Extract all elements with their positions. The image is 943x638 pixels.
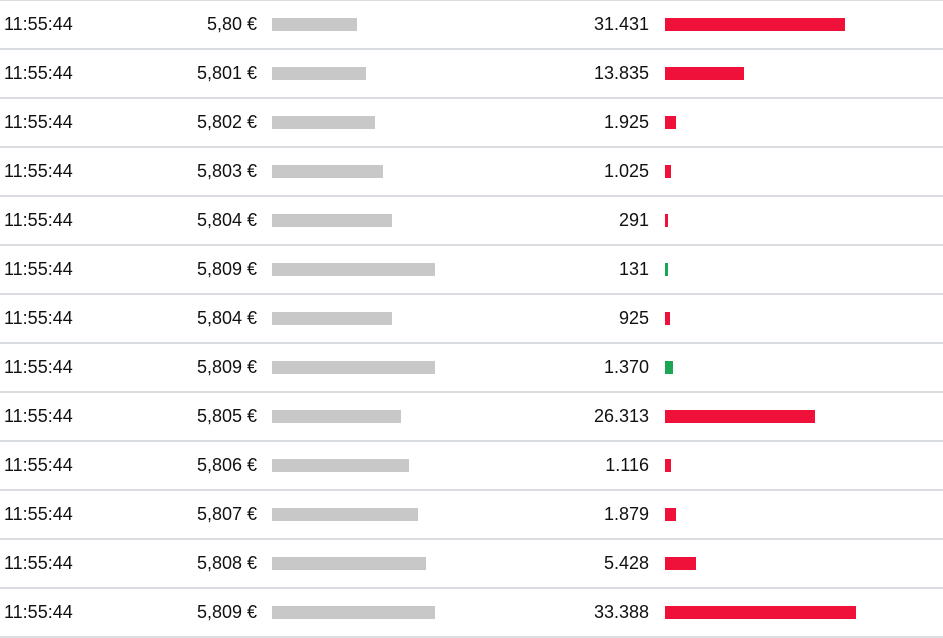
trade-price: 5,804 €: [196, 210, 257, 230]
volume-bar: [665, 410, 815, 423]
price-bar: [272, 557, 426, 570]
table-row: 11:55:44 5,804 € 925: [0, 295, 943, 344]
trade-time: 11:55:44: [4, 14, 73, 34]
volume-bar: [665, 67, 744, 80]
volume-bar: [665, 18, 845, 31]
table-row: 11:55:44 5,80 € 31.431: [0, 1, 943, 50]
table-row: 11:55:44 5,808 € 5.428: [0, 540, 943, 589]
trade-price: 5,803 €: [196, 161, 257, 181]
trade-volume: 1.925: [603, 112, 649, 132]
volume-bar: [665, 508, 676, 521]
trade-volume: 1.370: [603, 357, 649, 377]
trade-price: 5,804 €: [196, 308, 257, 328]
table-row: 11:55:44 5,807 € 1.879: [0, 491, 943, 540]
trade-time: 11:55:44: [4, 455, 73, 475]
trade-time: 11:55:44: [4, 161, 73, 181]
trade-time: 11:55:44: [4, 357, 73, 377]
price-bar: [272, 312, 392, 325]
trade-time: 11:55:44: [4, 553, 73, 573]
trade-price: 5,802 €: [196, 112, 257, 132]
trade-price: 5,805 €: [196, 406, 257, 426]
table-row: 11:55:44 5,805 € 26.313: [0, 393, 943, 442]
volume-bar: [665, 263, 668, 276]
volume-bar: [665, 214, 668, 227]
trade-price: 5,808 €: [196, 553, 257, 573]
price-bar: [272, 116, 375, 129]
trade-volume: 5.428: [603, 553, 649, 573]
trade-volume: 1.025: [603, 161, 649, 181]
table-row: 11:55:44 5,806 € 1.116: [0, 442, 943, 491]
volume-bar: [665, 557, 696, 570]
trade-volume: 26.313: [593, 406, 649, 426]
table-row: 11:55:44 5,803 € 1.025: [0, 148, 943, 197]
trade-time: 11:55:44: [4, 210, 73, 230]
volume-bar: [665, 361, 673, 374]
trade-time: 11:55:44: [4, 259, 73, 279]
trade-time: 11:55:44: [4, 112, 73, 132]
trade-volume: 33.388: [593, 602, 649, 622]
volume-bar: [665, 116, 676, 129]
trade-volume: 925: [618, 308, 649, 328]
trade-volume: 291: [618, 210, 649, 230]
trade-volume: 1.116: [605, 455, 649, 475]
price-bar: [272, 214, 392, 227]
trade-time: 11:55:44: [4, 406, 73, 426]
trade-time: 11:55:44: [4, 504, 73, 524]
trade-price: 5,801 €: [196, 63, 257, 83]
table-row: 11:55:44 5,802 € 1.925: [0, 99, 943, 148]
price-bar: [272, 18, 357, 31]
trade-time: 11:55:44: [4, 602, 73, 622]
trade-volume: 31.431: [593, 14, 649, 34]
price-bar: [272, 361, 435, 374]
trade-price: 5,809 €: [196, 602, 257, 622]
table-row: 11:55:44 5,804 € 291: [0, 197, 943, 246]
price-bar: [272, 508, 418, 521]
table-row: 11:55:44 5,801 € 13.835: [0, 50, 943, 99]
trade-volume: 1.879: [603, 504, 649, 524]
price-bar: [272, 606, 435, 619]
volume-bar: [665, 165, 671, 178]
trade-volume: 131: [618, 259, 649, 279]
trade-price: 5,80 €: [206, 14, 257, 34]
volume-bar: [665, 312, 670, 325]
trade-price: 5,806 €: [196, 455, 257, 475]
trade-price: 5,809 €: [196, 259, 257, 279]
table-row: 11:55:44 5,809 € 1.370: [0, 344, 943, 393]
volume-bar: [665, 459, 671, 472]
price-bar: [272, 67, 366, 80]
price-bar: [272, 459, 409, 472]
price-bar: [272, 410, 401, 423]
trade-time: 11:55:44: [4, 308, 73, 328]
price-bar: [272, 165, 383, 178]
trade-price: 5,809 €: [196, 357, 257, 377]
table-row: 11:55:44 5,809 € 33.388: [0, 589, 943, 638]
trade-volume: 13.835: [593, 63, 649, 83]
price-bar: [272, 263, 435, 276]
table-row: 11:55:44 5,809 € 131: [0, 246, 943, 295]
volume-bar: [665, 606, 856, 619]
trade-time: 11:55:44: [4, 63, 73, 83]
trade-price: 5,807 €: [196, 504, 257, 524]
